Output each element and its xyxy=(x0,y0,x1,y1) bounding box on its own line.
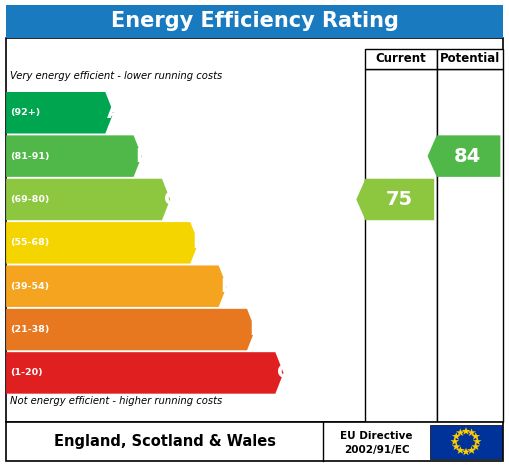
Polygon shape xyxy=(6,352,284,394)
Polygon shape xyxy=(467,428,476,436)
Text: Very energy efficient - lower running costs: Very energy efficient - lower running co… xyxy=(10,71,222,81)
Polygon shape xyxy=(450,437,459,445)
Polygon shape xyxy=(452,432,461,440)
Bar xyxy=(437,49,503,69)
Text: Potential: Potential xyxy=(440,52,500,65)
Polygon shape xyxy=(6,222,199,263)
Polygon shape xyxy=(356,179,434,220)
Polygon shape xyxy=(6,179,170,220)
Text: E: E xyxy=(221,277,234,296)
Polygon shape xyxy=(428,135,500,177)
Polygon shape xyxy=(462,447,470,455)
Bar xyxy=(365,49,437,69)
Polygon shape xyxy=(471,432,480,440)
Bar xyxy=(365,69,437,422)
Text: 75: 75 xyxy=(386,190,413,209)
Text: C: C xyxy=(164,190,178,209)
Text: 84: 84 xyxy=(454,147,481,166)
Text: Energy Efficiency Rating: Energy Efficiency Rating xyxy=(110,12,399,31)
Text: Current: Current xyxy=(376,52,427,65)
Text: England, Scotland & Wales: England, Scotland & Wales xyxy=(53,434,276,449)
Polygon shape xyxy=(467,446,476,454)
Polygon shape xyxy=(6,309,255,350)
Text: (1-20): (1-20) xyxy=(10,368,42,377)
Text: (39-54): (39-54) xyxy=(10,282,49,290)
Text: F: F xyxy=(249,320,262,339)
Text: D: D xyxy=(192,234,209,252)
Text: (81-91): (81-91) xyxy=(10,152,49,161)
Polygon shape xyxy=(6,135,142,177)
Text: Not energy efficient - higher running costs: Not energy efficient - higher running co… xyxy=(10,396,222,406)
Polygon shape xyxy=(456,446,465,454)
Text: A: A xyxy=(107,103,123,122)
Text: G: G xyxy=(277,363,294,382)
Polygon shape xyxy=(471,443,480,450)
Bar xyxy=(6,422,503,461)
Text: (21-38): (21-38) xyxy=(10,325,49,334)
Text: EU Directive: EU Directive xyxy=(341,431,413,440)
Bar xyxy=(437,69,503,422)
Polygon shape xyxy=(6,92,114,134)
Polygon shape xyxy=(462,427,470,435)
Polygon shape xyxy=(456,428,465,436)
Bar xyxy=(6,38,503,422)
Bar xyxy=(430,425,502,459)
Text: (69-80): (69-80) xyxy=(10,195,49,204)
Bar xyxy=(6,5,503,38)
Text: (92+): (92+) xyxy=(10,108,40,117)
Text: B: B xyxy=(136,147,151,166)
Polygon shape xyxy=(452,443,461,450)
Text: 2002/91/EC: 2002/91/EC xyxy=(344,445,409,455)
Polygon shape xyxy=(473,437,482,445)
Polygon shape xyxy=(6,265,227,307)
Text: (55-68): (55-68) xyxy=(10,238,49,248)
